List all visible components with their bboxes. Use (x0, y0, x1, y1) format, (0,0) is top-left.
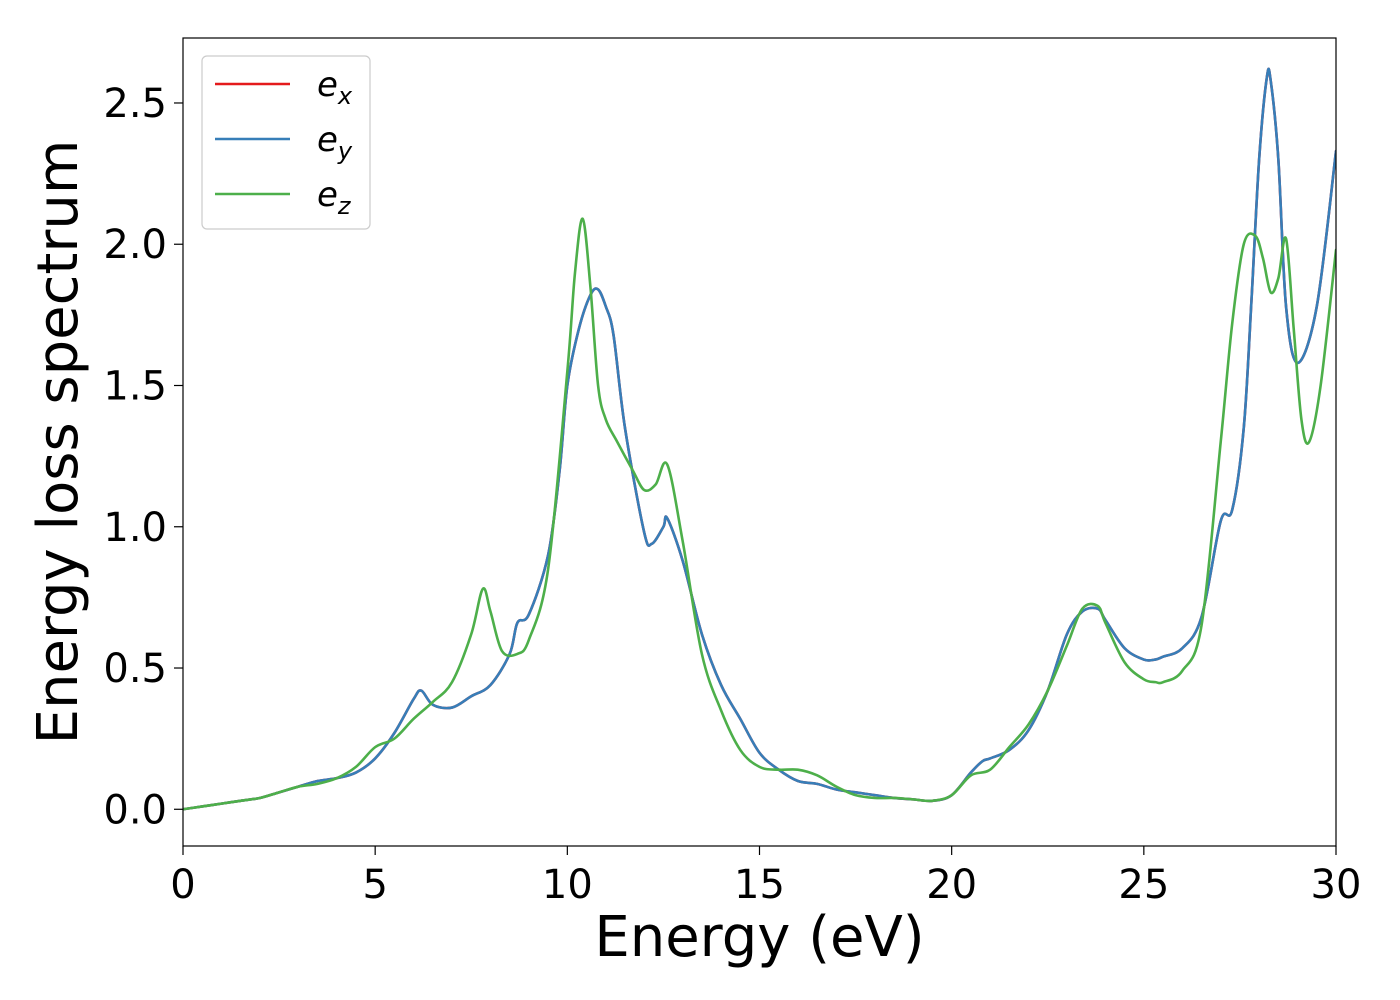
x-tick-label: 20 (926, 862, 977, 908)
legend-item-x: ex (215, 65, 353, 110)
x-axis: 0 5 10 15 20 25 30 (170, 846, 1361, 908)
x-axis-label: Energy (eV) (594, 905, 924, 970)
series-line-z (183, 217, 1336, 811)
legend-label: ey (317, 120, 353, 165)
y-tick-label: 2.5 (103, 81, 167, 127)
y-axis-label: Energy loss spectrum (26, 140, 91, 745)
y-tick-label: 2.0 (103, 222, 167, 268)
x-tick-label: 25 (1118, 862, 1169, 908)
y-tick-label: 0.0 (103, 787, 167, 833)
y-tick-label: 0.5 (103, 646, 167, 692)
legend-box (201, 55, 371, 230)
series-layer (183, 67, 1336, 811)
legend-item-z: ez (215, 175, 352, 220)
legend: ex ey ez (201, 55, 371, 230)
x-tick-label: 0 (170, 862, 195, 908)
y-tick-label: 1.0 (103, 505, 167, 551)
y-tick-label: 1.5 (103, 363, 167, 409)
legend-label: ex (317, 65, 353, 110)
y-axis: 0.0 0.5 1.0 1.5 2.0 2.5 (103, 81, 183, 833)
x-tick-label: 5 (362, 862, 387, 908)
x-tick-label: 30 (1311, 862, 1362, 908)
legend-label: ez (317, 175, 352, 220)
x-tick-label: 10 (542, 862, 593, 908)
series-line-y (183, 67, 1336, 811)
x-tick-label: 15 (734, 862, 785, 908)
legend-item-y: ey (215, 120, 353, 165)
